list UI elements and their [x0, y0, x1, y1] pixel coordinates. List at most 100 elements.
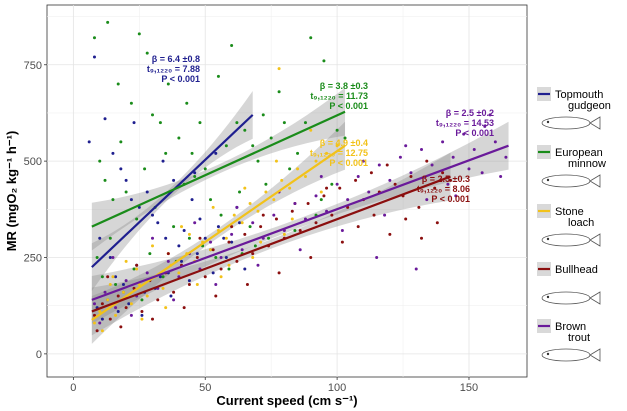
- point: [119, 140, 123, 144]
- point: [150, 317, 154, 321]
- point: [187, 236, 191, 240]
- point: [309, 255, 313, 259]
- point: [211, 248, 215, 252]
- point: [103, 117, 107, 121]
- point: [272, 213, 276, 217]
- point: [306, 202, 310, 206]
- fit-lines: [91, 110, 509, 321]
- point: [150, 244, 154, 248]
- point: [504, 155, 508, 159]
- point: [216, 225, 220, 229]
- point: [230, 240, 234, 244]
- point: [451, 155, 455, 159]
- fit-line-2: [91, 144, 346, 321]
- point: [127, 302, 131, 306]
- point: [253, 244, 257, 248]
- point: [214, 255, 218, 259]
- point: [462, 132, 466, 136]
- point: [172, 298, 176, 302]
- point: [377, 163, 381, 167]
- point: [114, 313, 118, 317]
- legend-label: trout: [568, 332, 590, 344]
- point: [190, 198, 194, 202]
- point: [203, 275, 207, 279]
- point: [293, 202, 297, 206]
- annotation-line: β = 2.5 ±0.2: [446, 108, 494, 118]
- point: [108, 236, 112, 240]
- point: [211, 271, 215, 275]
- point: [98, 321, 102, 325]
- point: [129, 302, 133, 306]
- point: [251, 221, 255, 225]
- point: [296, 151, 300, 155]
- point: [92, 313, 96, 317]
- point: [230, 225, 234, 229]
- y-axis-title: MR (mgO₂ kg⁻¹ h⁻¹): [4, 131, 19, 252]
- point: [274, 217, 278, 221]
- point: [388, 232, 392, 236]
- annotation-line: β = 4.9 ±0.4: [320, 138, 368, 148]
- point: [356, 225, 360, 229]
- annotation-line: P < 0.001: [455, 128, 494, 138]
- point: [135, 217, 139, 221]
- point: [261, 113, 265, 117]
- point: [156, 221, 160, 225]
- fish-icon: [541, 348, 601, 362]
- point: [224, 236, 228, 240]
- point: [256, 209, 260, 213]
- point: [219, 213, 223, 217]
- y-tick-label: 500: [24, 156, 42, 168]
- fish-icon: [541, 233, 601, 247]
- point: [298, 229, 302, 233]
- annotation-line: t₉,₁₂₂₀ = 8.06: [417, 184, 470, 194]
- point: [499, 175, 503, 179]
- point: [441, 171, 445, 175]
- point: [420, 148, 424, 152]
- point: [135, 267, 139, 271]
- point: [150, 236, 154, 240]
- point: [111, 151, 115, 155]
- point: [187, 282, 191, 286]
- point: [100, 302, 104, 306]
- annotation-line: β = 6.4 ±0.8: [152, 54, 200, 64]
- point: [280, 178, 284, 182]
- point: [108, 317, 112, 321]
- point: [106, 275, 110, 279]
- point: [161, 286, 165, 290]
- point: [309, 36, 313, 40]
- point: [164, 236, 168, 240]
- point: [124, 259, 128, 263]
- point: [346, 198, 350, 202]
- point: [219, 255, 223, 259]
- point: [232, 213, 236, 217]
- point: [335, 128, 339, 132]
- legend-label: loach: [568, 217, 594, 229]
- annotation-line: β = 3.8 ±0.3: [320, 81, 368, 91]
- point: [87, 140, 91, 144]
- point: [116, 309, 120, 313]
- point: [325, 186, 329, 190]
- point: [100, 317, 104, 321]
- fish-tail: [589, 233, 601, 247]
- point: [211, 205, 215, 209]
- point: [354, 178, 358, 182]
- point: [203, 236, 207, 240]
- point: [314, 221, 318, 225]
- point: [261, 213, 265, 217]
- point: [243, 128, 247, 132]
- point: [303, 121, 307, 125]
- point: [95, 329, 99, 333]
- fish-body: [541, 116, 591, 130]
- point: [180, 225, 184, 229]
- fish-eye: [546, 178, 550, 182]
- fit-line-1: [91, 110, 346, 228]
- point: [385, 163, 389, 167]
- point: [145, 190, 149, 194]
- fish-icon: [541, 291, 601, 305]
- point: [222, 236, 226, 240]
- y-tick-label: 0: [36, 349, 42, 361]
- point: [182, 306, 186, 310]
- x-tick-label: 100: [328, 382, 346, 394]
- point: [129, 313, 133, 317]
